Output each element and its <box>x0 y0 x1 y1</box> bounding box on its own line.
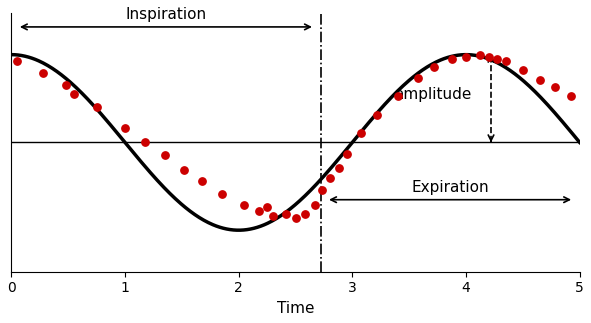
Point <box>325 175 335 180</box>
Point <box>12 58 22 64</box>
Point <box>414 75 423 80</box>
Point <box>372 112 382 117</box>
Point <box>180 168 189 173</box>
Point <box>160 153 170 158</box>
Point <box>357 130 366 136</box>
Point <box>141 140 150 145</box>
Text: amplitude: amplitude <box>394 87 472 102</box>
Point <box>254 208 264 214</box>
Point <box>69 92 79 97</box>
Point <box>262 204 272 210</box>
Point <box>475 52 485 57</box>
Point <box>120 125 129 130</box>
Point <box>300 212 309 217</box>
Point <box>393 94 402 99</box>
Point <box>566 94 575 99</box>
X-axis label: Time: Time <box>277 301 314 316</box>
Point <box>92 105 101 110</box>
Point <box>550 84 560 89</box>
Point <box>501 58 511 64</box>
Point <box>291 216 300 221</box>
Point <box>38 70 48 76</box>
Point <box>462 55 471 60</box>
Point <box>430 64 439 69</box>
Point <box>282 212 291 217</box>
Point <box>317 188 326 193</box>
Point <box>217 192 226 197</box>
Text: Expiration: Expiration <box>411 180 489 195</box>
Point <box>342 151 352 156</box>
Point <box>197 179 207 184</box>
Point <box>310 203 320 208</box>
Text: Inspiration: Inspiration <box>125 7 206 22</box>
Point <box>334 166 343 171</box>
Point <box>535 77 545 82</box>
Point <box>492 57 501 62</box>
Point <box>268 214 278 219</box>
Point <box>518 68 528 73</box>
Point <box>447 57 457 62</box>
Point <box>239 203 249 208</box>
Point <box>484 55 493 60</box>
Point <box>61 83 70 88</box>
